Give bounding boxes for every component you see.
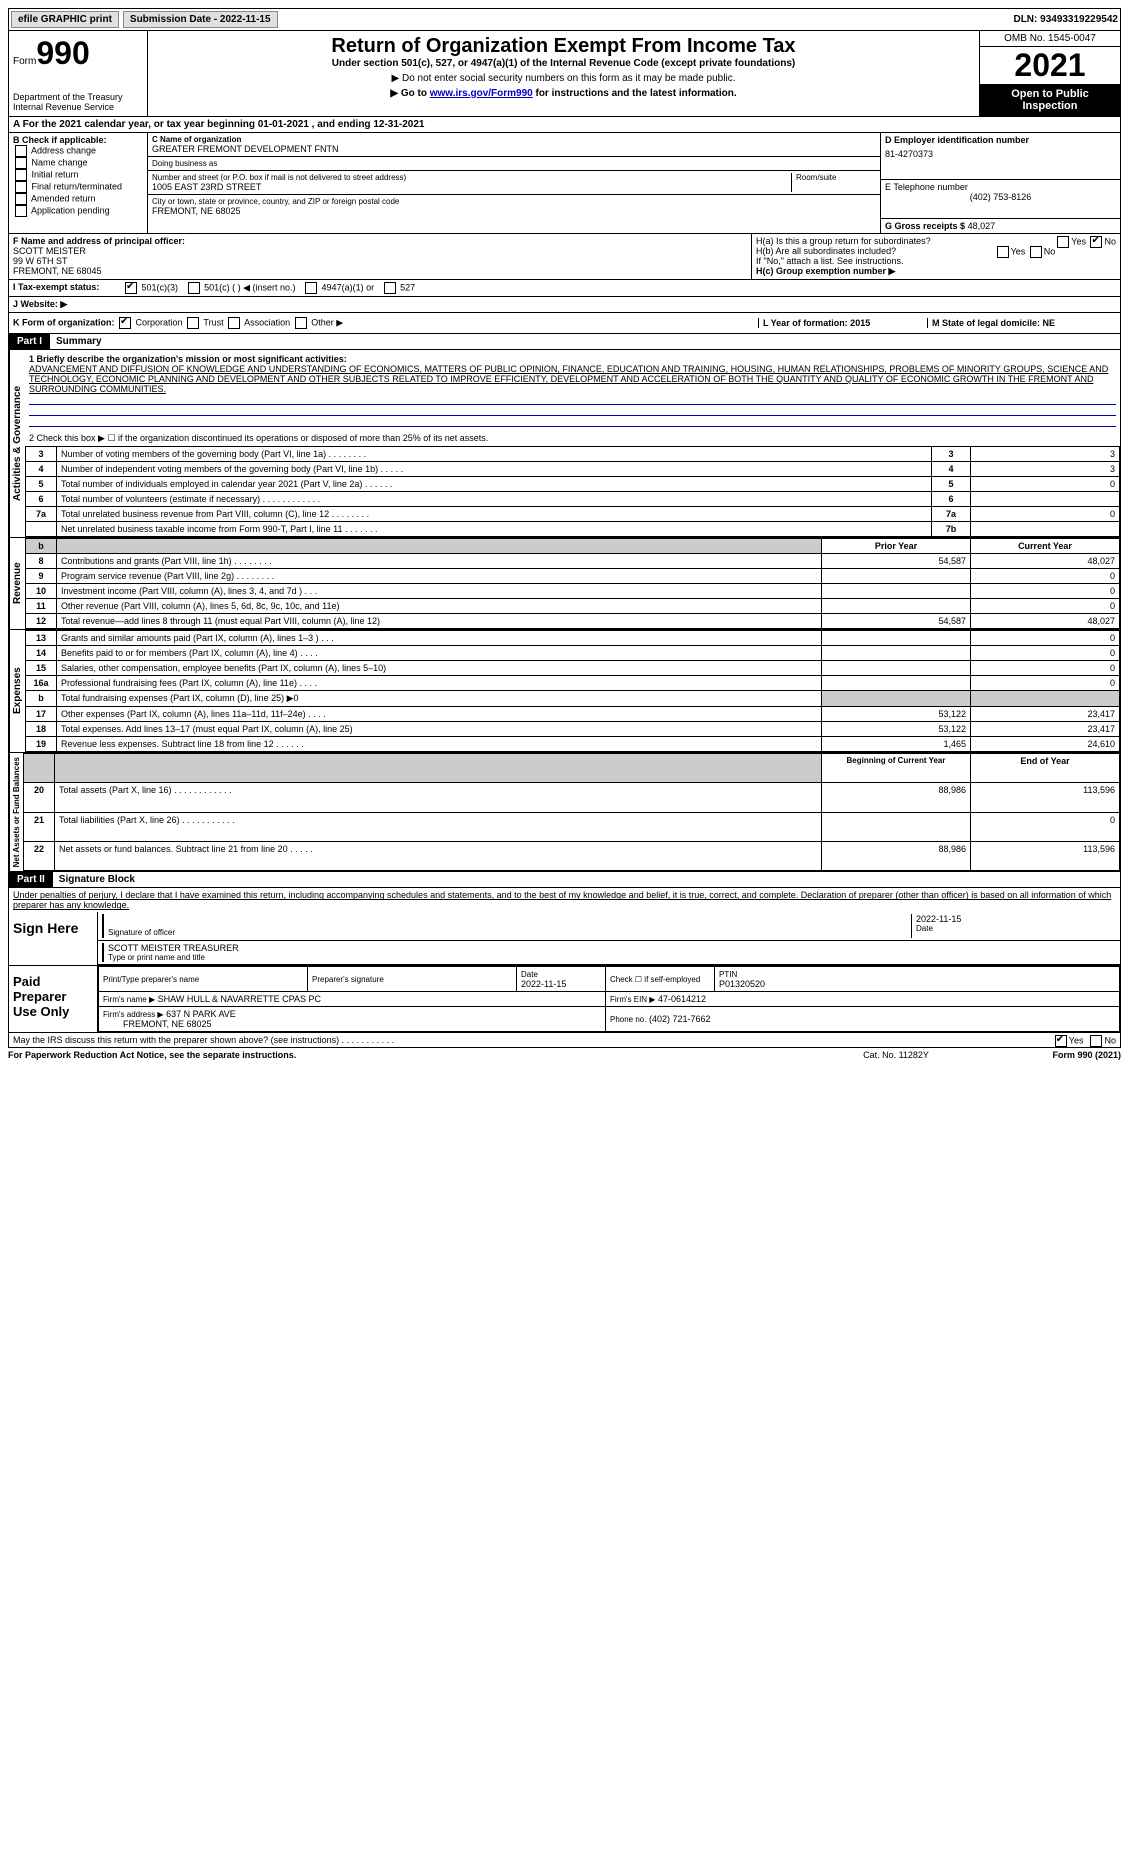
cb-hb-yes[interactable]: [997, 246, 1009, 258]
cb-other[interactable]: [295, 317, 307, 329]
vtab-ag: Activities & Governance: [9, 350, 25, 537]
part-i-header: Part I Summary: [8, 334, 1121, 350]
signature-block: Under penalties of perjury, I declare th…: [8, 888, 1121, 1048]
room-label: Room/suite: [796, 173, 876, 182]
city: FREMONT, NE 68025: [152, 206, 876, 216]
cb-amended[interactable]: [15, 193, 27, 205]
expenses-table: 13Grants and similar amounts paid (Part …: [25, 630, 1120, 752]
officer-name: SCOTT MEISTER: [13, 246, 747, 256]
cb-assoc[interactable]: [228, 317, 240, 329]
cb-ha-no[interactable]: [1090, 236, 1102, 248]
city-label: City or town, state or province, country…: [152, 197, 876, 206]
page-footer: For Paperwork Reduction Act Notice, see …: [8, 1048, 1121, 1060]
dln: DLN: 93493319229542: [1013, 14, 1118, 25]
row-i: I Tax-exempt status: 501(c)(3) 501(c) ( …: [8, 280, 1121, 297]
part-ii-header: Part II Signature Block: [8, 872, 1121, 888]
officer-addr2: FREMONT, NE 68045: [13, 266, 747, 276]
cb-corp[interactable]: [119, 317, 131, 329]
cb-initial-return[interactable]: [15, 169, 27, 181]
jurat: Under penalties of perjury, I declare th…: [9, 888, 1120, 912]
revenue-table: bPrior YearCurrent Year 8Contributions a…: [25, 538, 1120, 629]
section-bcd: B Check if applicable: Address change Na…: [8, 133, 1121, 234]
vtab-na: Net Assets or Fund Balances: [9, 753, 23, 871]
d-label: D Employer identification number: [885, 135, 1116, 145]
cb-name-change[interactable]: [15, 157, 27, 169]
c-name-label: C Name of organization: [152, 135, 876, 144]
sig-officer-label: Signature of officer: [108, 928, 911, 937]
cb-discuss-no[interactable]: [1090, 1035, 1102, 1047]
submission-date-btn[interactable]: Submission Date - 2022-11-15: [123, 11, 278, 28]
g-label: G Gross receipts $: [885, 221, 965, 231]
org-name: GREATER FREMONT DEVELOPMENT FNTN: [152, 144, 876, 154]
ha-row: H(a) Is this a group return for subordin…: [756, 236, 1116, 246]
cb-discuss-yes[interactable]: [1055, 1035, 1067, 1047]
section-fh: F Name and address of principal officer:…: [8, 234, 1121, 280]
dba-label: Doing business as: [152, 159, 876, 168]
cb-address-change[interactable]: [15, 145, 27, 157]
vtab-exp: Expenses: [9, 630, 25, 752]
gross-receipts: 48,027: [968, 221, 996, 231]
row-klm: K Form of organization: Corporation Trus…: [8, 313, 1121, 334]
cb-501c[interactable]: [188, 282, 200, 294]
efile-btn[interactable]: efile GRAPHIC print: [11, 11, 119, 28]
discuss-row: May the IRS discuss this return with the…: [9, 1032, 1120, 1047]
net-assets-table: Beginning of Current YearEnd of Year 20T…: [23, 753, 1120, 871]
open-public: Open to Public Inspection: [980, 84, 1120, 116]
cb-4947[interactable]: [305, 282, 317, 294]
form-word: Form: [13, 56, 36, 67]
row-a: A For the 2021 calendar year, or tax yea…: [8, 117, 1121, 133]
paid-preparer-label: Paid Preparer Use Only: [9, 966, 98, 1032]
form-number: 990: [36, 35, 89, 71]
sign-here-label: Sign Here: [9, 912, 98, 965]
street: 1005 EAST 23RD STREET: [152, 182, 791, 192]
preparer-table: Print/Type preparer's name Preparer's si…: [98, 966, 1120, 1032]
f-label: F Name and address of principal officer:: [13, 236, 747, 246]
b-label: B Check if applicable:: [13, 135, 107, 145]
e-label: E Telephone number: [885, 182, 1116, 192]
irs: Internal Revenue Service: [13, 102, 143, 112]
mission-text: ADVANCEMENT AND DIFFUSION OF KNOWLEDGE A…: [29, 364, 1116, 394]
cb-hb-no[interactable]: [1030, 246, 1042, 258]
officer-addr1: 99 W 6TH ST: [13, 256, 747, 266]
revenue-section: Revenue bPrior YearCurrent Year 8Contrib…: [8, 538, 1121, 630]
ag-table: 3Number of voting members of the governi…: [25, 446, 1120, 537]
cb-501c3[interactable]: [125, 282, 137, 294]
hc-row: H(c) Group exemption number ▶: [756, 266, 1116, 277]
row-j: J Website: ▶: [8, 297, 1121, 313]
vtab-rev: Revenue: [9, 538, 25, 629]
cb-ha-yes[interactable]: [1057, 236, 1069, 248]
omb: OMB No. 1545-0047: [980, 31, 1120, 47]
sig-date: 2022-11-15: [916, 914, 1116, 924]
form-title: Return of Organization Exempt From Incom…: [152, 35, 975, 58]
l-year: L Year of formation: 2015: [758, 318, 927, 328]
subtitle-3: ▶ Go to www.irs.gov/Form990 for instruct…: [152, 88, 975, 99]
cb-527[interactable]: [384, 282, 396, 294]
line1-label: 1 Briefly describe the organization's mi…: [29, 354, 1116, 364]
phone: (402) 753-8126: [885, 192, 1116, 202]
name-title-label: Type or print name and title: [108, 953, 1116, 962]
irs-link[interactable]: www.irs.gov/Form990: [430, 88, 533, 99]
hb-note: If "No," attach a list. See instructions…: [756, 256, 1116, 266]
street-label: Number and street (or P.O. box if mail i…: [152, 173, 791, 182]
subtitle-2: ▶ Do not enter social security numbers o…: [152, 73, 975, 84]
expenses-section: Expenses 13Grants and similar amounts pa…: [8, 630, 1121, 753]
form-header: Form990 Department of the Treasury Inter…: [8, 31, 1121, 117]
officer-name-title: SCOTT MEISTER TREASURER: [108, 943, 1116, 953]
cb-trust[interactable]: [187, 317, 199, 329]
net-assets-section: Net Assets or Fund Balances Beginning of…: [8, 753, 1121, 872]
topbar: efile GRAPHIC print Submission Date - 20…: [8, 8, 1121, 31]
ein: 81-4270373: [885, 149, 1116, 159]
m-state: M State of legal domicile: NE: [927, 318, 1116, 328]
cb-final-return[interactable]: [15, 181, 27, 193]
cb-application-pending[interactable]: [15, 205, 27, 217]
date-label: Date: [916, 924, 1116, 933]
subtitle-1: Under section 501(c), 527, or 4947(a)(1)…: [152, 58, 975, 69]
line2: 2 Check this box ▶ ☐ if the organization…: [25, 431, 1120, 446]
activities-governance: Activities & Governance 1 Briefly descri…: [8, 350, 1121, 538]
tax-year: 2021: [980, 47, 1120, 84]
dept-treasury: Department of the Treasury: [13, 92, 143, 102]
